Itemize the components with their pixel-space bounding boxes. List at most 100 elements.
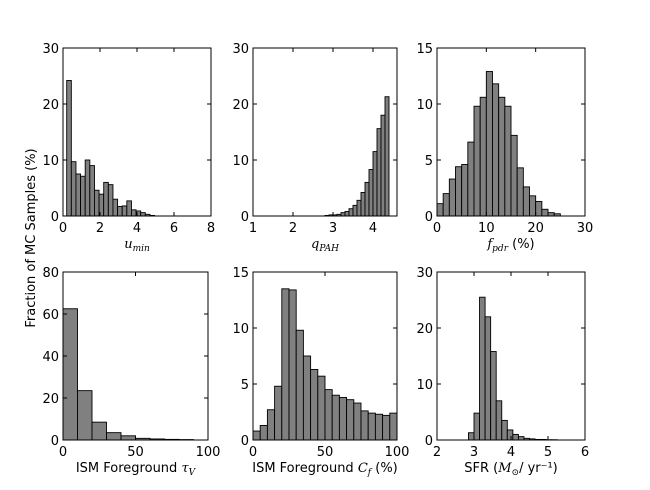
panel-sfr-histogram: 2 3 4 5 6 0 10 20 30 SFR (M⊙/ yr⁻¹) (416, 266, 589, 478)
f-pdr-bar (492, 83, 500, 217)
u-min-bar (117, 206, 123, 217)
f-pdr-x-label-sub: pdr (492, 244, 509, 254)
q-pah-bar (368, 169, 374, 217)
q-pah-x-axis-label: qPAH (311, 237, 339, 254)
c-f-bar (310, 368, 319, 441)
q-pah-x-tick-label: 2 (289, 221, 297, 236)
f-pdr-y-tick-label: 15 (416, 42, 433, 57)
f-pdr-x-label-sym: f (486, 237, 494, 252)
f-pdr-x-label-suffix: (%) (508, 237, 535, 252)
c-f-bar (360, 410, 369, 441)
tau-v-bar (120, 435, 136, 441)
u-min-bar (112, 198, 119, 217)
q-pah-axes-frame (252, 47, 398, 217)
q-pah-y-tick-label: 20 (232, 98, 249, 113)
u-min-bar (89, 165, 95, 217)
c-f-x-tick-label: 0 (249, 445, 257, 460)
f-pdr-bar (485, 71, 493, 217)
f-pdr-y-tick-label: 0 (425, 210, 433, 225)
sfr-axes-frame (436, 271, 586, 441)
tau-v-bar (91, 421, 107, 441)
sfr-bar (517, 436, 525, 441)
u-min-bar (75, 173, 82, 217)
c-f-bar (302, 355, 312, 441)
f-pdr-bar (529, 195, 537, 217)
sfr-y-tick-label: 30 (416, 266, 433, 281)
panel-tau-v-histogram: 0 50 100 0 20 40 60 80 ISM Foreground τV (42, 266, 220, 478)
c-f-bar (252, 430, 261, 441)
u-min-y-tick-label: 0 (51, 210, 59, 225)
u-min-x-label-sub: min (133, 244, 150, 254)
u-min-x-tick-label: 6 (170, 221, 178, 236)
sfr-x-tick-label: 5 (544, 445, 552, 460)
tau-v-bar (77, 390, 93, 441)
panel-c-f-histogram: 0 50 100 0 5 10 15 ISM Foreground Cf (%) (232, 266, 409, 478)
q-pah-y-tick-label: 30 (232, 42, 249, 57)
tau-v-y-tick-label: 60 (42, 308, 59, 323)
tau-v-y-tick-label: 40 (42, 350, 59, 365)
f-pdr-bar (442, 193, 450, 217)
sfr-bar (468, 432, 475, 441)
c-f-x-label-sub: f (367, 468, 373, 478)
sfr-x-label-sub: ⊙ (512, 468, 520, 478)
u-min-bar (93, 189, 100, 217)
sfr-x-label-suffix: / yr⁻¹) (519, 461, 558, 476)
panel-u-min-histogram: 0 2 4 6 8 0 10 20 30 umin (42, 42, 215, 254)
u-min-bar (107, 184, 114, 217)
sfr-x-axis-label: SFR (M⊙/ yr⁻¹) (464, 461, 558, 478)
sfr-y-tick-label: 20 (416, 322, 433, 337)
c-f-x-tick-label: 100 (385, 445, 410, 460)
u-min-x-tick-label: 4 (133, 221, 141, 236)
q-pah-x-tick-label: 1 (249, 221, 257, 236)
c-f-x-tick-label: 50 (317, 445, 334, 460)
f-pdr-axes-frame (436, 47, 586, 217)
q-pah-bar (340, 212, 346, 217)
f-pdr-y-tick-label: 10 (416, 98, 433, 113)
q-pah-x-label-sub: PAH (318, 244, 339, 254)
tau-v-x-label-sub: V (189, 468, 197, 478)
c-f-x-label-plain: ISM Foreground (252, 461, 358, 476)
tau-v-y-tick-label: 80 (42, 266, 59, 281)
f-pdr-y-tick-label: 5 (425, 154, 433, 169)
u-min-y-tick-label: 20 (42, 98, 59, 113)
sfr-x-tick-label: 3 (470, 445, 478, 460)
u-min-x-tick-label: 2 (96, 221, 104, 236)
tau-v-bar (62, 308, 78, 441)
c-f-x-axis-label: ISM Foreground Cf (%) (252, 461, 398, 478)
u-min-bar (103, 181, 109, 217)
sfr-x-tick-label: 6 (581, 445, 589, 460)
sfr-bar (484, 316, 492, 441)
c-f-y-tick-label: 15 (232, 266, 249, 281)
c-f-bar (266, 409, 276, 441)
f-pdr-bar (541, 208, 549, 217)
c-f-y-tick-label: 0 (241, 434, 249, 449)
q-pah-bar (360, 192, 366, 217)
tau-v-x-axis-label: ISM Foreground τV (76, 461, 197, 478)
f-pdr-bar (547, 212, 555, 217)
q-pah-bar (344, 211, 350, 217)
u-min-bar (130, 209, 137, 217)
tau-v-bar (106, 432, 122, 441)
tau-v-x-tick-label: 100 (196, 445, 221, 460)
sfr-bar (495, 400, 503, 441)
u-min-x-tick-label: 8 (207, 221, 215, 236)
f-pdr-bar (455, 166, 463, 217)
tau-v-x-tick-label: 0 (59, 445, 67, 460)
c-f-bar (324, 389, 333, 441)
f-pdr-bar (498, 96, 506, 217)
c-f-bar (353, 402, 362, 441)
u-min-bar (121, 205, 128, 217)
tau-v-y-tick-label: 20 (42, 392, 59, 407)
c-f-bar (295, 329, 304, 441)
sfr-x-label-plain: SFR ( (464, 461, 498, 476)
c-f-bar (317, 375, 326, 441)
f-pdr-bar (448, 178, 456, 217)
u-min-bar (70, 161, 77, 217)
f-pdr-bar (522, 186, 530, 217)
f-pdr-bar (473, 105, 481, 217)
q-pah-bar (352, 204, 358, 217)
u-min-y-tick-label: 10 (42, 154, 59, 169)
f-pdr-bar (479, 96, 487, 217)
c-f-bar (274, 385, 283, 441)
c-f-x-label-suffix: (%) (371, 461, 398, 476)
